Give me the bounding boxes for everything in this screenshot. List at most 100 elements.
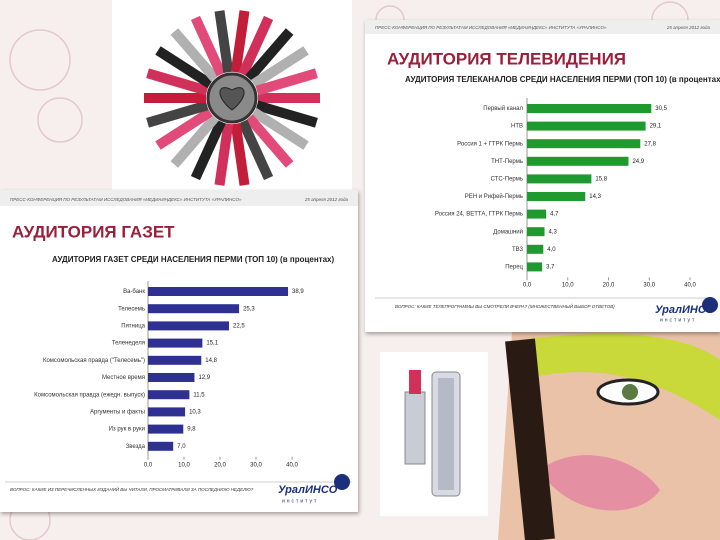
logo-sub: институт — [282, 498, 318, 504]
bar — [148, 304, 240, 314]
face-image — [498, 326, 720, 540]
x-tick-label: 20,0 — [603, 283, 615, 289]
value-label: 22,5 — [233, 323, 245, 329]
logo: УралИНСО — [278, 484, 338, 496]
value-label: 4,7 — [550, 212, 559, 218]
lipstick — [155, 46, 213, 89]
category-label: Домашний — [493, 228, 523, 235]
category-label: РЕН и Рифей-Пермь — [465, 193, 523, 200]
value-label: 10,3 — [189, 409, 201, 415]
x-tick-label: 0,0 — [144, 463, 153, 469]
lipstick — [255, 100, 318, 128]
question: ВОПРОС: КАКИЕ ИЗ ПЕРЕЧИСЛЕННЫХ ИЗДАНИЙ В… — [10, 485, 254, 492]
lipstick — [251, 46, 309, 89]
bar — [527, 192, 586, 201]
logo: УралИНСО — [655, 304, 715, 316]
value-label: 30,5 — [655, 106, 667, 112]
lipstick-photo — [112, 0, 352, 196]
bar — [527, 104, 652, 113]
date: 25 апреля 2012 года — [666, 25, 711, 30]
category-label: Местное время — [102, 375, 145, 381]
press-panel: ПРЕСС-КОНФЕРЕНЦИЯ ПО РЕЗУЛЬТАТАМ ИССЛЕДО… — [0, 190, 358, 512]
category-label: Комсомольская правда ("Телесемь") — [43, 358, 145, 364]
bar — [148, 321, 229, 331]
lipstick — [230, 10, 250, 73]
value-label: 14,3 — [589, 194, 601, 200]
chart: ПРЕСС-КОНФЕРЕНЦИЯ ПО РЕЗУЛЬТАТАМ ИССЛЕДО… — [365, 20, 720, 323]
value-label: 15,8 — [595, 176, 607, 182]
value-label: 15,1 — [206, 341, 218, 347]
bar — [527, 139, 641, 149]
lipstick — [214, 123, 234, 186]
bar — [148, 338, 203, 348]
category-label: Из рук в руки — [109, 427, 145, 433]
category-label: Перец — [505, 264, 523, 270]
header-bar — [0, 190, 358, 206]
logo-sub: институт — [660, 317, 696, 323]
bar — [527, 262, 543, 272]
category-label: Теленеделя — [112, 341, 145, 347]
category-label: НТВ — [511, 124, 523, 130]
value-label: 24,9 — [632, 159, 644, 165]
category-label: Россия 24, ВЕТТА, ГТРК Пермь — [435, 212, 523, 218]
x-tick-label: 0,0 — [523, 283, 532, 289]
tv-panel: ПРЕСС-КОНФЕРЕНЦИЯ ПО РЕЗУЛЬТАТАМ ИССЛЕДО… — [365, 20, 720, 332]
bar — [148, 287, 289, 296]
category-label: СТС-Пермь — [491, 176, 523, 182]
chart-title: АУДИТОРИЯ ТЕЛЕВИДЕНИЯ — [387, 49, 626, 68]
x-tick-label: 10,0 — [562, 283, 574, 289]
lipstick — [238, 119, 274, 181]
value-label: 9,8 — [187, 427, 196, 433]
subtitle: АУДИТОРИЯ ГАЗЕТ СРЕДИ НАСЕЛЕНИЯ ПЕРМИ (Т… — [52, 255, 334, 264]
value-label: 25,3 — [243, 306, 255, 312]
bar — [527, 121, 646, 131]
lipstick — [214, 10, 234, 73]
category-label: Пятница — [121, 323, 145, 329]
category-label: Аргументы и факты — [90, 409, 145, 415]
category-label: Звезда — [126, 444, 146, 450]
bar — [148, 441, 174, 451]
x-tick-label: 20,0 — [214, 463, 226, 469]
question: ВОПРОС: КАКИЕ ТЕЛЕПРОГРАММЫ ВЫ СМОТРЕЛИ … — [395, 302, 615, 309]
value-label: 38,9 — [292, 289, 304, 295]
logo-icon — [334, 474, 350, 490]
value-label: 12,9 — [198, 375, 210, 381]
value-label: 29,1 — [650, 124, 662, 130]
header: ПРЕСС-КОНФЕРЕНЦИЯ ПО РЕЗУЛЬТАТАМ ИССЛЕДО… — [10, 197, 242, 202]
category-label: Первый канал — [483, 105, 523, 112]
bar — [527, 209, 547, 219]
bar — [148, 355, 202, 365]
header: ПРЕСС-КОНФЕРЕНЦИЯ ПО РЕЗУЛЬТАТАМ ИССЛЕДО… — [375, 25, 607, 30]
lipstick — [230, 123, 250, 186]
lipstick — [155, 107, 213, 150]
lipstick — [146, 68, 209, 96]
bar — [148, 407, 186, 417]
value-label: 7,0 — [177, 444, 186, 450]
lipstick-image — [380, 352, 488, 516]
bar — [527, 156, 629, 166]
category-label: Телесемь — [118, 306, 145, 312]
lipstick — [144, 93, 206, 103]
lipstick — [245, 28, 294, 82]
value-label: 4,3 — [549, 229, 558, 235]
logo-icon — [702, 297, 718, 313]
date: 25 апреля 2012 года — [304, 197, 349, 202]
lipstick — [190, 119, 226, 181]
lipstick — [245, 114, 294, 168]
header-bar — [365, 20, 720, 34]
bar — [148, 390, 190, 400]
bar — [148, 373, 195, 382]
lipstick — [238, 15, 274, 77]
value-label: 4,0 — [547, 247, 556, 253]
bar — [527, 227, 545, 237]
bar — [527, 244, 544, 254]
bar — [148, 424, 184, 434]
value-label: 27,8 — [644, 141, 656, 147]
lipstick — [170, 28, 219, 82]
x-tick-label: 30,0 — [643, 283, 655, 289]
x-tick-label: 40,0 — [684, 283, 696, 289]
value-label: 14,8 — [205, 358, 217, 364]
value-label: 11,5 — [193, 392, 205, 398]
lipstick — [146, 100, 209, 128]
